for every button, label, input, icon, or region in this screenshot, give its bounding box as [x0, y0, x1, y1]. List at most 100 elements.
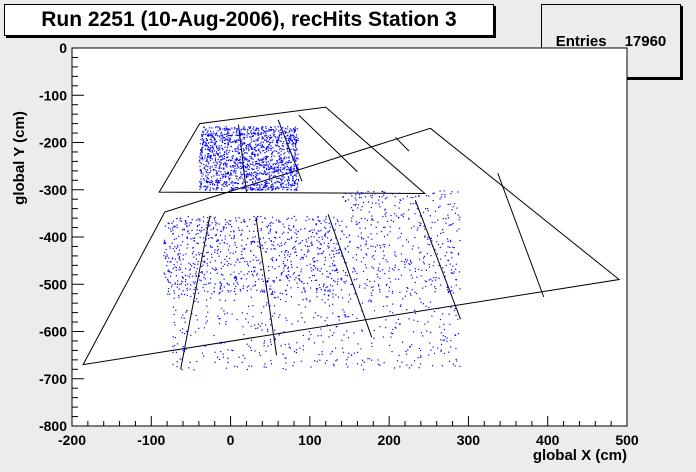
rechit-point [392, 303, 394, 305]
rechit-point [195, 314, 197, 316]
rechit-point [295, 154, 297, 156]
rechit-point [208, 142, 210, 144]
rechit-point [261, 144, 263, 146]
rechit-point [295, 164, 297, 166]
rechit-point [306, 241, 308, 243]
rechit-point [229, 224, 231, 226]
rechit-point [229, 189, 231, 191]
rechit-point [337, 271, 339, 273]
rechit-point [205, 239, 207, 241]
rechit-point [269, 339, 271, 341]
rechit-point [296, 342, 298, 344]
rechit-point [457, 254, 459, 256]
rechit-point [203, 255, 206, 257]
rechit-point [334, 247, 336, 249]
rechit-point [246, 164, 248, 166]
x-tick-label: 500 [615, 432, 639, 448]
rechit-point [448, 351, 450, 353]
rechit-point [259, 164, 261, 166]
rechit-point [214, 219, 216, 221]
rechit-point [371, 215, 373, 217]
rechit-point [270, 228, 272, 230]
rechit-point [341, 279, 343, 281]
rechit-point [219, 147, 221, 149]
rechit-point [224, 181, 226, 183]
rechit-point [239, 288, 241, 291]
rechit-point [253, 165, 255, 167]
rechit-point [320, 222, 322, 224]
rechit-point [216, 161, 218, 163]
rechit-point [427, 210, 429, 212]
rechit-point [377, 284, 380, 286]
rechit-point [344, 261, 346, 263]
rechit-point [195, 258, 197, 260]
rechit-point [229, 257, 231, 259]
rechit-point [234, 182, 236, 184]
rechit-point [188, 232, 190, 234]
rechit-point [267, 140, 269, 142]
rechit-point [285, 131, 287, 133]
rechit-point [356, 191, 359, 193]
rechit-point [275, 150, 278, 152]
rechit-point [405, 261, 407, 263]
rechit-point [360, 261, 363, 263]
rechit-point [227, 361, 229, 363]
rechit-point [205, 165, 207, 167]
rechit-point [209, 159, 212, 161]
rechit-point [425, 281, 427, 283]
rechit-point [234, 288, 236, 290]
rechit-point [317, 269, 319, 271]
rechit-point [177, 283, 179, 285]
rechit-point [248, 146, 250, 148]
rechit-point [252, 181, 254, 183]
rechit-point [441, 194, 443, 196]
rechit-point [255, 150, 257, 152]
rechit-point [193, 239, 195, 242]
rechit-point [260, 128, 263, 130]
rechit-point [207, 169, 209, 171]
rechit-point [221, 173, 223, 175]
rechit-point [287, 169, 289, 171]
rechit-point [273, 168, 275, 170]
rechit-point [321, 351, 323, 353]
rechit-point [296, 237, 298, 239]
rechit-point [248, 230, 251, 232]
rechit-point [437, 347, 439, 349]
rechit-point [278, 334, 280, 336]
rechit-point [432, 265, 434, 267]
rechit-point [373, 191, 375, 193]
rechit-point [353, 332, 355, 334]
rechit-point [423, 225, 425, 227]
rechit-point [444, 193, 446, 196]
rechit-point [249, 187, 251, 189]
rechit-point [223, 137, 225, 139]
rechit-point [371, 256, 373, 258]
rechit-point [319, 287, 321, 289]
rechit-point [238, 132, 240, 134]
rechit-point [296, 148, 298, 150]
rechit-point [222, 148, 224, 151]
rechit-point [362, 369, 365, 371]
rechit-point [408, 318, 410, 320]
rechit-point [207, 311, 209, 313]
rechit-point [330, 353, 332, 355]
rechit-point [178, 296, 180, 299]
rechit-point [310, 242, 312, 244]
rechit-point [409, 269, 411, 271]
rechit-point [171, 222, 173, 224]
rechit-point [246, 134, 248, 136]
rechit-point [205, 227, 207, 229]
rechit-point [234, 244, 236, 246]
rechit-point [203, 237, 205, 239]
rechit-point [238, 356, 240, 358]
rechit-point [260, 291, 262, 293]
rechit-point [265, 164, 267, 167]
rechit-point [409, 259, 411, 262]
rechit-point [195, 233, 197, 235]
rechit-point [383, 194, 385, 196]
rechit-point [182, 328, 184, 330]
rechit-point [200, 252, 202, 254]
rechit-point [310, 280, 313, 282]
rechit-point [226, 135, 228, 137]
rechit-point [288, 150, 290, 153]
